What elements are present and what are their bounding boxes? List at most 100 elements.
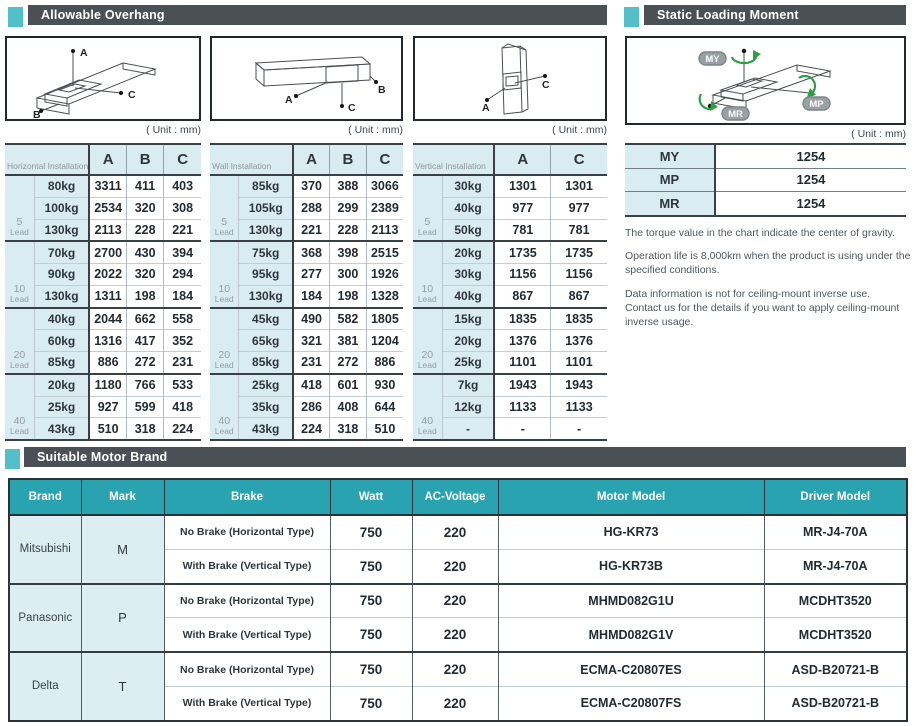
kg-cell: 45kg <box>238 306 293 330</box>
installation-label: Wall Installation <box>210 144 293 176</box>
kg-cell: 40kg <box>33 306 90 330</box>
moment-label-cell: MP <box>625 167 715 192</box>
motor-column-header: AC-Voltage <box>411 479 498 516</box>
motor-column-header: Brand <box>9 479 81 516</box>
kg-cell: 75kg <box>238 240 293 264</box>
table-row: 65kg 321 381 1204 <box>210 329 403 352</box>
value-cell: 1301 <box>550 175 607 198</box>
table-row: 130kg 184 198 1328 <box>210 284 403 308</box>
brake-cell: With Brake (Vertical Type) <box>163 685 330 721</box>
value-cell: 1735 <box>493 240 551 264</box>
static-accent-square <box>624 7 639 27</box>
motor-brand-table: Brand Mark Brake Watt AC-Voltage Motor Model D… <box>8 478 908 722</box>
value-cell: 558 <box>163 306 201 330</box>
table-row: 35kg 286 408 644 <box>210 395 403 418</box>
voltage-cell: 220 <box>411 582 498 618</box>
diagram-label-c: C <box>542 79 550 91</box>
lead-cell: 10 Lead <box>5 240 35 308</box>
value-cell: 1133 <box>550 395 607 418</box>
watt-cell: 750 <box>329 548 412 584</box>
value-cell: 1943 <box>493 372 551 396</box>
table-row: 12kg 1133 1133 <box>413 395 607 418</box>
suitable-motor-brand-table: Brand Mark Brake Watt AC-Voltage Motor Model D… <box>8 478 908 722</box>
driver-model-cell: ASD-B20721-B <box>763 685 907 721</box>
watt-cell: 750 <box>329 515 412 550</box>
table-row: 130kg 2113 228 221 <box>5 218 201 242</box>
static-section-title: Static Loading Moment <box>657 8 799 22</box>
watt-cell: 750 <box>329 651 412 687</box>
lead-word: Lead <box>417 227 437 238</box>
table-row: 100kg 2534 320 308 <box>5 196 201 219</box>
voltage-cell: 220 <box>411 651 498 687</box>
watt-cell: 750 <box>329 617 412 653</box>
lead-word: Lead <box>9 359 29 370</box>
overhang-section-bar: Allowable Overhang <box>28 5 607 25</box>
badge-mp: MP <box>809 99 824 110</box>
value-cell: 2515 <box>365 240 403 264</box>
value-cell: 1101 <box>550 350 607 374</box>
value-cell: 411 <box>125 175 164 198</box>
kg-cell: 85kg <box>238 350 293 374</box>
kg-cell: 35kg <box>238 395 293 418</box>
value-cell: 394 <box>163 240 201 264</box>
motor-column-header: Brake <box>163 479 330 516</box>
table-row: MY 1254 <box>625 144 906 168</box>
lead-cell: 5 Lead <box>413 175 443 242</box>
kg-cell: 40kg <box>441 196 495 219</box>
value-cell: 294 <box>163 263 201 286</box>
value-cell: 1180 <box>88 372 127 396</box>
value-cell: 601 <box>329 372 367 396</box>
brake-cell: No Brake (Horizontal Type) <box>163 651 330 687</box>
kg-cell: 95kg <box>238 263 293 286</box>
kg-cell: 100kg <box>33 196 90 219</box>
value-cell: 286 <box>291 395 330 418</box>
motor-model-cell: MHMD082G1U <box>497 582 764 618</box>
value-cell: 977 <box>550 196 607 219</box>
value-cell: 1204 <box>365 329 403 352</box>
watt-cell: 750 <box>329 582 412 618</box>
kg-cell: 50kg <box>441 218 495 242</box>
value-cell: 510 <box>88 417 127 440</box>
overhang-accent-square <box>8 7 23 27</box>
diagram-label-a: A <box>482 102 490 114</box>
table-row: 105kg 288 299 2389 <box>210 196 403 219</box>
horizontal-diagram-art: A C B <box>33 47 157 121</box>
moment-value-cell: 1254 <box>713 167 906 192</box>
value-cell: 3066 <box>365 175 403 198</box>
voltage-cell: 220 <box>411 515 498 550</box>
table-row: 43kg 510 318 224 <box>5 417 201 440</box>
note-paragraph: The torque value in the chart indicate t… <box>625 227 896 239</box>
motor-section-title: Suitable Motor Brand <box>37 450 168 464</box>
value-cell: 184 <box>163 284 201 308</box>
value-cell: 370 <box>291 175 330 198</box>
kg-cell: 15kg <box>441 306 495 330</box>
value-cell: 1101 <box>493 350 551 374</box>
column-header: A <box>493 144 551 176</box>
kg-cell: 70kg <box>33 240 90 264</box>
kg-cell: 43kg <box>238 417 293 440</box>
value-cell: 1156 <box>550 263 607 286</box>
value-cell: 430 <box>125 240 164 264</box>
value-cell: 1805 <box>365 306 403 330</box>
vertical-installation-diagram: A C <box>413 36 607 121</box>
lead-word: Lead <box>417 293 437 304</box>
diagram-label-b: B <box>378 84 386 96</box>
lead-number: 10 <box>218 282 231 295</box>
lead-number: 5 <box>16 216 23 229</box>
brake-cell: No Brake (Horizontal Type) <box>163 515 330 550</box>
kg-cell: 80kg <box>33 175 90 198</box>
static-loading-notes: The torque value in the chart indicate t… <box>625 226 913 338</box>
lead-number: 20 <box>421 348 434 361</box>
kg-cell: 25kg <box>441 350 495 374</box>
table-row: 30kg 1156 1156 <box>413 263 607 286</box>
table-row: 40 Lead 20kg 1180 766 533 <box>5 372 201 440</box>
motor-model-cell: ECMA-C20807ES <box>497 651 764 687</box>
kg-cell: 85kg <box>238 175 293 198</box>
unit-label: ( Unit : mm) <box>851 128 906 140</box>
table-row: 5 Lead 30kg 1301 1301 <box>413 175 607 242</box>
value-cell: 398 <box>329 240 367 264</box>
unit-label: ( Unit : mm) <box>552 124 607 136</box>
value-cell: 198 <box>125 284 164 308</box>
motor-model-cell: MHMD082G1V <box>497 617 764 653</box>
